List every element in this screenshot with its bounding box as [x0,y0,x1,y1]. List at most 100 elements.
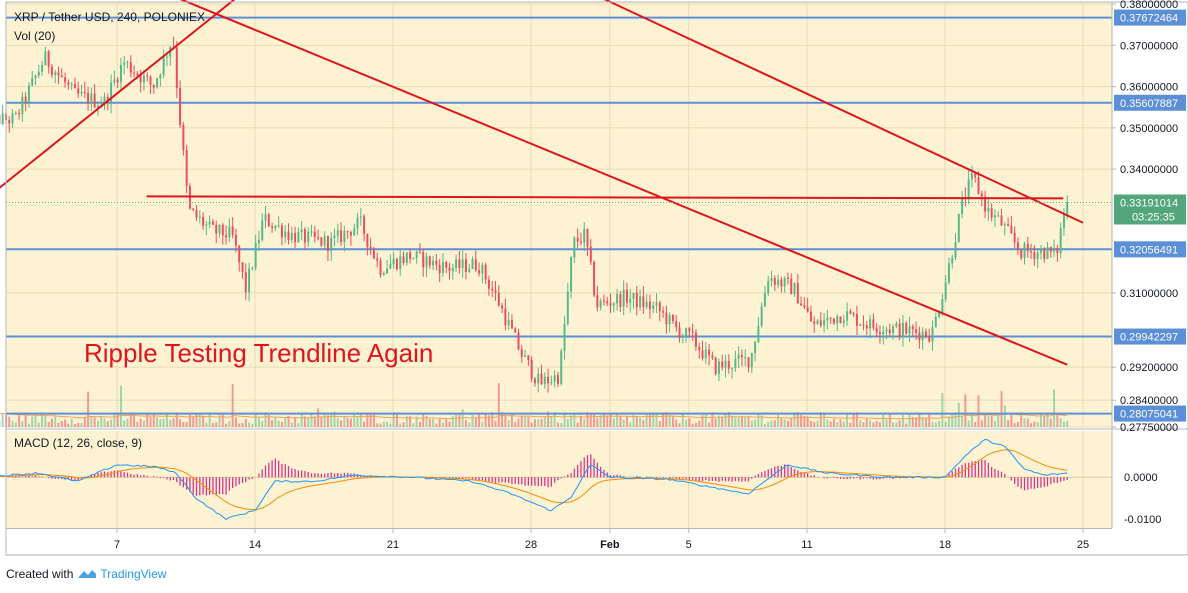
candle-body [389,264,392,269]
candle-body [639,296,642,308]
volume-bar [80,423,83,427]
candle-body [14,112,17,114]
volume-bar [823,412,826,427]
volume-bar [553,412,556,427]
volume-bar [1020,412,1023,427]
candle-body [786,277,789,279]
volume-bar [182,421,185,427]
candle-body [119,64,122,83]
candle-body [297,232,300,243]
volume-bar [57,422,60,427]
volume-bar [422,412,425,427]
tradingview-link[interactable]: TradingView [100,567,167,581]
volume-bar [1023,418,1026,427]
candle-body [928,336,931,342]
candle-body [47,51,50,67]
volume-bar [129,413,132,427]
volume-bar [678,423,681,427]
candle-body [159,74,162,79]
volume-bar [225,423,228,427]
candle-body [694,332,697,347]
volume-bar [195,413,198,427]
candle-body [898,323,901,338]
volume-bar [294,417,297,427]
candle-body [474,259,477,271]
volume-bar [639,417,642,427]
volume-bar [464,420,467,427]
candle-body [422,251,425,268]
volume-bar [481,421,484,427]
volume-bar [957,402,960,427]
candle-body [780,279,783,287]
candle-body [1013,233,1016,243]
volume-bar [110,419,113,427]
volume-bar [602,414,605,427]
candle-body [1039,249,1042,253]
volume-bar [198,413,201,427]
volume-bar [290,422,293,427]
volume-bar [425,415,428,427]
candle-body [1030,251,1033,253]
volume-bar [862,422,865,427]
volume-bar [540,419,543,427]
volume-bar [974,421,977,427]
candle-body [165,56,168,58]
candle-body [330,237,333,252]
price-tick-label: 0.31000000 [1120,288,1178,300]
candle-body [432,260,435,266]
volume-bar [287,415,290,427]
volume-bar [734,417,737,427]
candle-body [570,257,573,292]
candle-body [271,226,274,228]
volume-bar [875,421,878,427]
candle-body [1059,228,1062,253]
volume-bar [658,421,661,427]
candle-body [208,221,211,225]
volume-bar [980,420,983,427]
candle-body [1026,243,1029,252]
candle-body [103,96,106,106]
volume-bar [882,414,885,427]
candle-body [993,215,996,218]
candle-body [1049,246,1052,252]
volume-bar [208,412,211,427]
volume-bar [520,415,523,427]
volume-bar [691,423,694,427]
volume-bar [757,414,760,427]
volume-bar [435,423,438,427]
volume-bar [267,414,270,427]
candle-body [50,66,53,75]
volume-bar [405,416,408,427]
candle-body [8,120,11,124]
tradingview-logo-icon[interactable] [77,568,97,580]
volume-bar [202,415,205,427]
candle-body [888,329,891,334]
last-price-tag [1114,194,1186,225]
volume-bar [346,418,349,427]
volume-bar [921,416,924,427]
candle-body [24,96,27,103]
candle-body [310,231,313,233]
volume-bar [307,417,310,427]
volume-bar [409,416,412,427]
candle-body [93,93,96,108]
volume-bar [300,414,303,427]
candle-body [560,350,563,384]
volume-bar [931,421,934,427]
volume-bar [418,421,421,427]
candle-body [826,317,829,321]
candle-body [244,271,247,293]
candle-body [520,349,523,357]
candle-body [517,332,520,350]
candle-body [438,264,441,273]
volume-bar [1033,421,1036,427]
volume-bar [809,420,812,427]
volume-bar [852,412,855,427]
candle-body [175,47,178,88]
candle-body [1020,249,1023,259]
price-level-tag-label: 0.32056491 [1120,244,1178,256]
volume-bar [392,414,395,427]
candle-body [359,216,362,218]
volume-bar [727,412,730,427]
volume-bar [116,412,119,427]
